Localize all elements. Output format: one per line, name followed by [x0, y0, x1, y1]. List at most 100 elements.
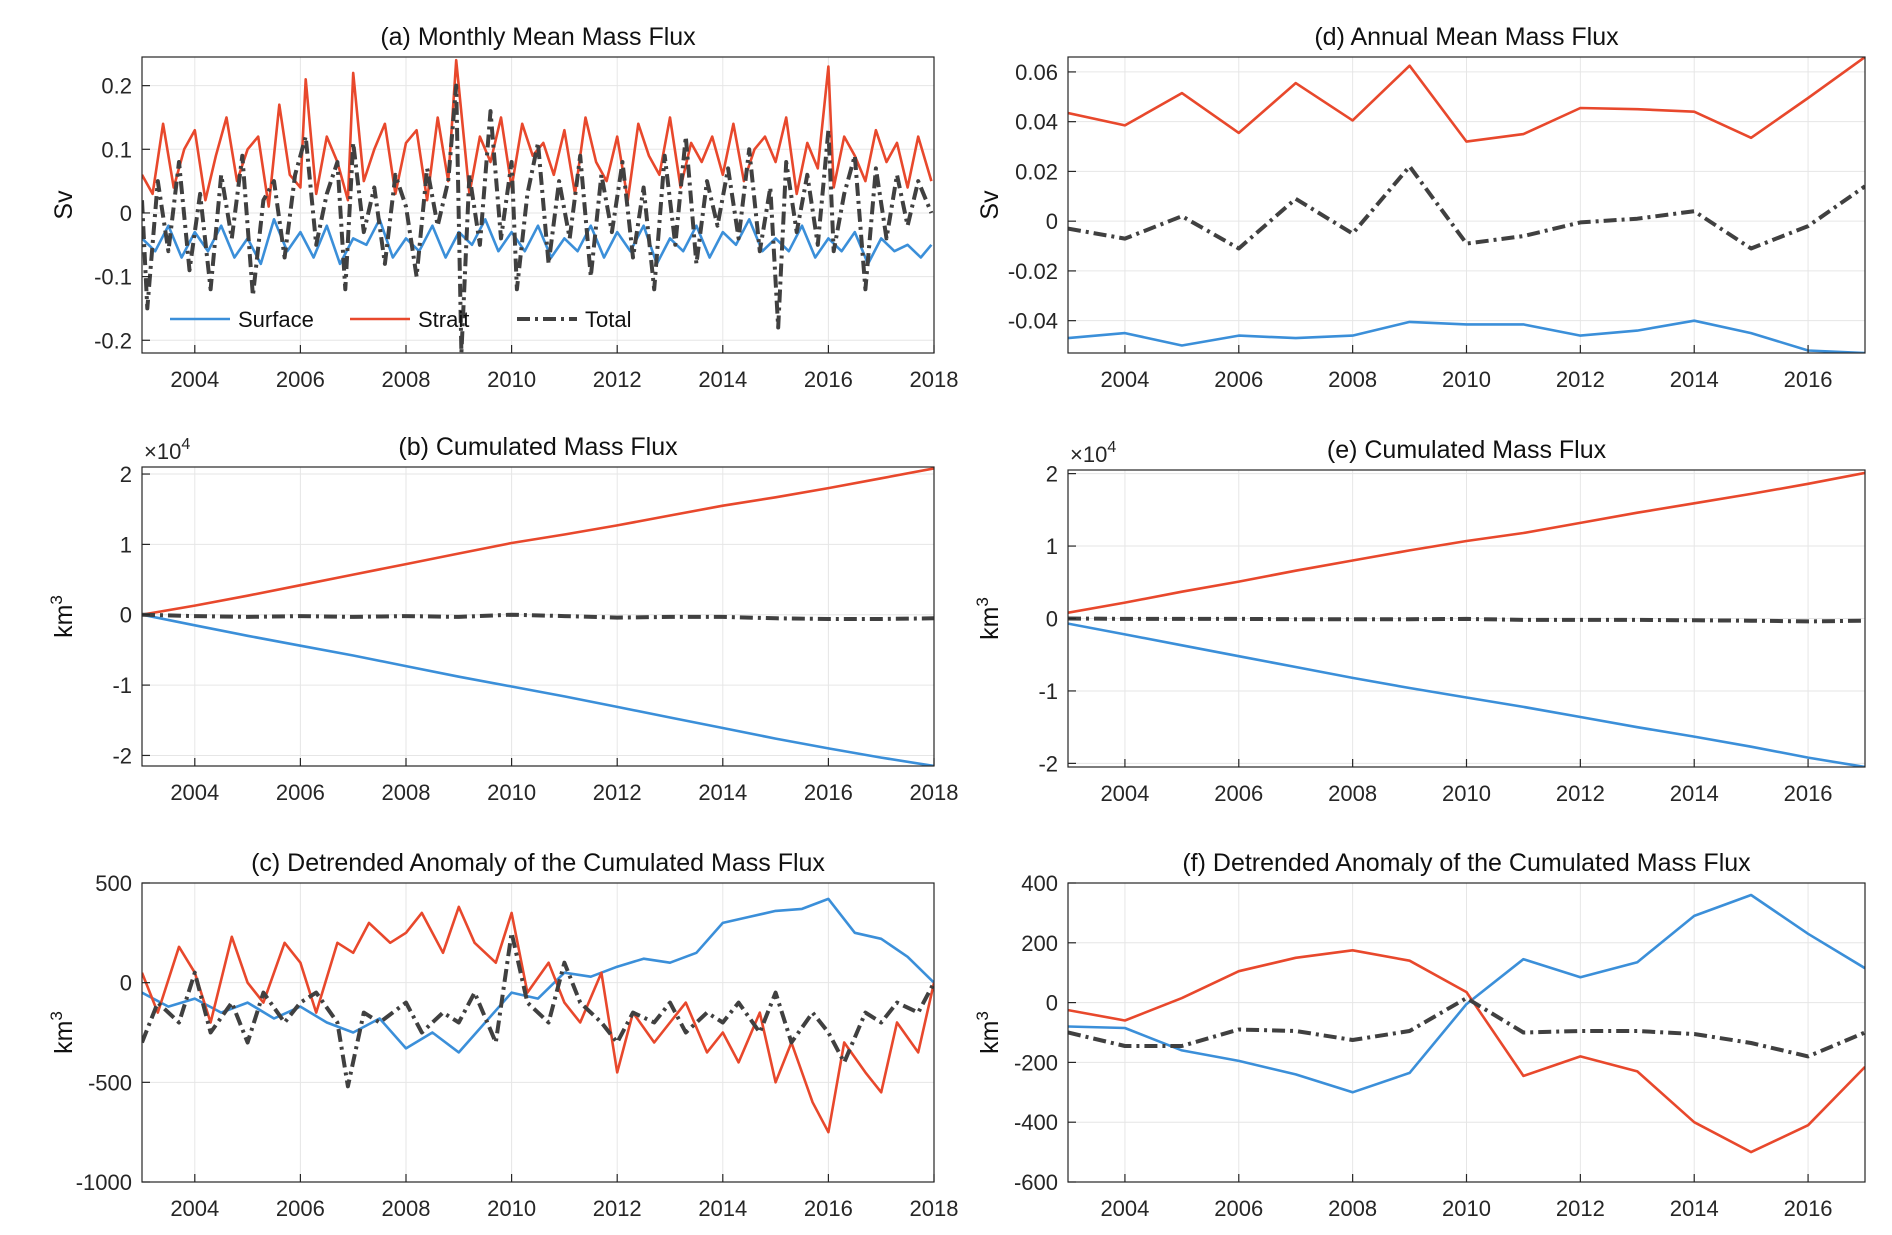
- x-tick-label: 2006: [1214, 1196, 1263, 1221]
- x-tick-label: 2012: [1556, 1196, 1605, 1221]
- series-line-strait: [142, 58, 933, 208]
- y-tick-label: 0.06: [1015, 60, 1058, 85]
- y-tick-label: -400: [1014, 1110, 1058, 1135]
- x-tick-label: 2014: [698, 1196, 747, 1221]
- x-tick-label: 2006: [276, 780, 325, 805]
- y-axis-label-text: km: [976, 607, 1004, 640]
- y-axis-label-text: Sv: [976, 190, 1004, 220]
- axis-exponent-base: ×10: [144, 439, 181, 464]
- axis-exponent-superscript: 4: [1107, 439, 1116, 456]
- y-tick-label: 0: [120, 971, 132, 996]
- axis-exponent-base: ×10: [1070, 442, 1107, 467]
- x-tick-label: 2012: [1556, 781, 1605, 806]
- y-tick-label: 200: [1021, 931, 1058, 956]
- y-axis-label-superscript: 3: [973, 597, 992, 606]
- y-tick-label: 0: [120, 603, 132, 628]
- x-tick-label: 2010: [487, 367, 536, 392]
- y-axis-label: Sv: [50, 190, 78, 220]
- y-tick-label: -0.1: [94, 265, 132, 290]
- series-group-b: [142, 467, 934, 766]
- x-tick-label: 2004: [1100, 781, 1149, 806]
- series-line-strait: [1068, 57, 1865, 143]
- series-line-strait: [142, 905, 934, 1134]
- y-tick-label: 0.04: [1015, 110, 1058, 135]
- series-line-total: [142, 83, 934, 353]
- x-tick-label: 2016: [804, 1196, 853, 1221]
- y-tick-label: 0.1: [101, 137, 132, 162]
- x-tick-label: 2010: [1442, 781, 1491, 806]
- y-tick-label: -1: [1038, 679, 1058, 704]
- chart-title: (b) Cumulated Mass Flux: [398, 433, 678, 461]
- series-line-surface: [1068, 319, 1865, 353]
- x-tick-label: 2018: [910, 780, 959, 805]
- y-tick-label: -0.02: [1008, 259, 1058, 284]
- x-tick-label: 2012: [593, 1196, 642, 1221]
- series-line-strait: [1068, 471, 1865, 614]
- x-tick-label: 2010: [487, 780, 536, 805]
- y-tick-label: -500: [88, 1070, 132, 1095]
- legend-label: Total: [585, 307, 631, 332]
- series-group-c: [142, 897, 934, 1134]
- x-tick-label: 2008: [1328, 1196, 1377, 1221]
- x-tick-label: 2016: [804, 367, 853, 392]
- y-tick-label: 0.2: [101, 74, 132, 99]
- chart-title: (d) Annual Mean Mass Flux: [1314, 23, 1619, 51]
- x-tick-label: 2010: [1442, 367, 1491, 392]
- x-tick-label: 2016: [1784, 1196, 1833, 1221]
- x-tick-label: 2012: [1556, 367, 1605, 392]
- y-axis-label-text: km: [50, 605, 78, 638]
- axes-box-b: [141, 466, 935, 767]
- x-tick-label: 2008: [1328, 367, 1377, 392]
- x-tick-label: 2018: [910, 1196, 959, 1221]
- series-group-e: [1068, 471, 1865, 767]
- y-tick-label: 500: [95, 871, 132, 896]
- x-tick-label: 2004: [1100, 367, 1149, 392]
- x-tick-label: 2016: [804, 780, 853, 805]
- y-tick-label: 1: [120, 532, 132, 557]
- y-tick-label: 1: [1046, 534, 1058, 559]
- series-line-surface: [142, 897, 934, 1054]
- series-line-surface: [1068, 893, 1865, 1094]
- x-tick-label: 2004: [170, 780, 219, 805]
- y-tick-label: -2: [1038, 751, 1058, 776]
- x-tick-label: 2014: [1670, 1196, 1719, 1221]
- legend-label: Surface: [238, 307, 314, 332]
- chart-title: (f) Detrended Anomaly of the Cumulated M…: [1182, 849, 1751, 877]
- x-tick-label: 2008: [382, 367, 431, 392]
- legend-label: Strait: [418, 307, 469, 332]
- series-line-surface: [142, 218, 933, 266]
- y-axis-label: km3: [47, 595, 78, 638]
- y-axis-label-superscript: 3: [47, 1011, 66, 1020]
- y-tick-label: -0.04: [1008, 309, 1058, 334]
- series-group-a: [142, 58, 934, 353]
- x-tick-label: 2012: [593, 367, 642, 392]
- panel-a: 2004 2006 2008 2010 2012 2014 2016 2018 -0.2 -0.1…: [50, 23, 958, 392]
- plot-area-c: [142, 883, 934, 1182]
- x-tick-label: 2008: [382, 1196, 431, 1221]
- y-tick-label: 400: [1021, 871, 1058, 896]
- y-axis-label: Sv: [976, 190, 1004, 220]
- y-tick-label: 2: [120, 462, 132, 487]
- x-tick-label: 2004: [170, 1196, 219, 1221]
- series-line-total: [1068, 164, 1865, 251]
- x-tick-label: 2004: [1100, 1196, 1149, 1221]
- panel-b: 2004 2006 2008 2010 2012 2014 2016 2018 -2 -1 0 1 2 (…: [47, 433, 958, 805]
- series-group-f: [1068, 893, 1865, 1154]
- x-tick-label: 2006: [1214, 781, 1263, 806]
- chart-title: (e) Cumulated Mass Flux: [1327, 436, 1607, 464]
- panel-f: 2004 2006 2008 2010 2012 2014 2016 -600 -400 -200…: [973, 849, 1866, 1221]
- panel-d: 2004 2006 2008 2010 2012 2014 2016 -0.04 -0.02 0 0…: [976, 23, 1866, 392]
- series-line-strait: [142, 467, 934, 616]
- panel-e: 2004 2006 2008 2010 2012 2014 2016 -2 -1 0 1 2 (e) C…: [973, 436, 1866, 806]
- legend: Surface Strait Total: [170, 307, 631, 332]
- series-line-surface: [142, 613, 934, 766]
- x-tick-label: 2010: [487, 1196, 536, 1221]
- y-tick-label: -2: [112, 743, 132, 768]
- x-tick-label: 2006: [1214, 367, 1263, 392]
- y-tick-label: 0.02: [1015, 159, 1058, 184]
- x-tick-label: 2016: [1784, 781, 1833, 806]
- series-line-total: [142, 930, 934, 1089]
- y-tick-label: 2: [1046, 462, 1058, 487]
- axis-exponent-superscript: 4: [181, 436, 190, 453]
- axes-box-c: [141, 882, 935, 1183]
